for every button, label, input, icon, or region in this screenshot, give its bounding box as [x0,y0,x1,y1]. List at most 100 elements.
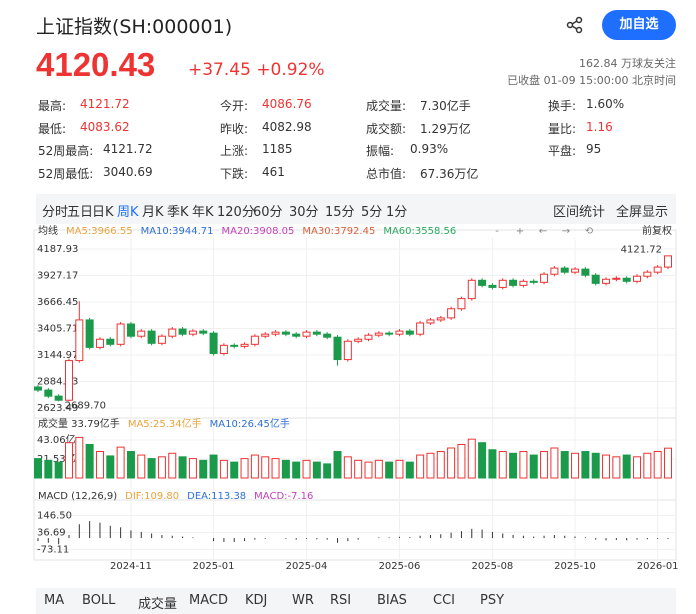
tool-button[interactable]: 全屏显示 [616,205,669,220]
stat-value: 4082.98 [262,119,312,134]
chart-control[interactable]: + [516,226,524,237]
stat-value: 4121.72 [103,142,153,156]
volume-bar [571,452,580,479]
candle-body [271,331,280,335]
chart-control[interactable]: ⟲ [585,226,594,237]
indicator-tab[interactable]: BIAS [377,593,407,608]
legend-entry: MACD (12,26,9) [38,491,117,502]
candle-body [416,322,425,335]
y-tick-label: 146.50 [37,511,72,522]
x-tick-label: 2025-08 [472,561,514,572]
stat-label: 52周最低: [38,166,94,181]
y-tick-label: 2623.49 [37,403,78,414]
x-tick-label: 2025-01 [193,561,235,572]
x-tick-label: 2025-06 [379,561,421,572]
legend-entry: 成交量 33.79亿手 [38,417,120,430]
indicator-tab[interactable]: MACD [189,593,228,608]
volume-bar [147,458,156,479]
stat-value: 1185 [262,142,293,156]
volume-bar [602,454,611,479]
indicator-tab[interactable]: RSI [330,593,352,608]
volume-bar [653,451,662,479]
indicator-tab[interactable]: MA [44,593,65,608]
candle-body [116,323,125,345]
period-tab[interactable]: 1分 [386,205,408,220]
share-icon[interactable] [566,16,584,34]
volume-bar [281,459,290,479]
indicator-tab[interactable]: CCI [433,593,455,608]
candle-body [343,340,352,361]
stat-value: 1.16 [586,119,613,134]
volume-bar [426,452,435,479]
volume-bar [230,461,239,479]
period-tab[interactable]: 季K [167,205,189,220]
chart-control[interactable]: - [495,226,499,237]
candle-body [540,273,549,283]
candle-body [498,279,507,288]
stat-label: 最高: [38,99,67,113]
y-tick-label: 3666.45 [37,297,78,308]
indicator-tab[interactable]: 成交量 [138,597,178,612]
indicator-tab[interactable]: KDJ [245,593,268,608]
add-watchlist-button[interactable]: 加自选 [602,10,676,40]
volume-bar [509,452,518,479]
candle-body [426,319,435,324]
period-tab[interactable]: 五日 [67,205,94,220]
volume-bar [560,451,569,479]
indicator-tab[interactable]: WR [292,593,314,608]
candle-body [312,331,321,335]
candle-body [571,268,580,273]
chart-control[interactable]: ← [539,226,547,237]
volume-bar [540,451,549,479]
tool-button[interactable]: 区间统计 [553,205,606,220]
volume-bar [240,458,249,479]
period-tab[interactable]: 周K [117,205,139,220]
stat-value: 4083.62 [80,119,130,134]
candle-body [405,330,414,335]
x-tick-label: 2025-04 [286,561,328,572]
change: +37.45 +0.92% [188,60,325,80]
volume-bar [478,442,487,479]
period-tab[interactable]: 年K [192,205,214,220]
stat-value: 7.30亿手 [420,99,471,113]
candle-body [44,389,53,397]
volume-bar [416,454,425,479]
volume-bar [323,463,332,479]
volume-bar [622,454,631,479]
price: 4120.43 [36,46,156,83]
indicator-tab[interactable]: BOLL [82,593,116,608]
volume-bar [34,458,42,479]
stat-value: 461 [262,164,285,179]
period-tab[interactable]: 月K [142,205,164,220]
volume-bar [116,446,125,479]
stat-value: 4086.76 [262,97,312,111]
stat-label: 52周最高: [38,144,94,158]
candle-body [106,338,115,345]
period-tab[interactable]: 120分 [217,205,255,220]
period-tabs: 分时 五日 日K 周K 月K 季K 年K 120分 60分 30分 15分 5分 1分 区间统计 全屏显示 [36,194,676,224]
candle-body [250,335,259,345]
volume-bar [250,454,259,479]
volume-bar [199,459,208,479]
period-tab[interactable]: 日K [92,205,114,220]
stat-label: 上涨: [220,144,249,158]
chart-control[interactable]: → [562,226,570,237]
candle-body [467,279,476,300]
period-tab[interactable]: 15分 [325,205,355,220]
candle-body [302,331,311,337]
followers: 162.84 万球友关注 [579,57,676,70]
period-tab[interactable]: 5分 [361,205,383,220]
volume-bar [385,461,394,479]
period-tab[interactable]: 分时 [42,205,69,220]
candle-body [333,336,342,361]
stat-label: 下跌: [220,166,249,181]
volume-bar [312,461,321,479]
indicator-tab[interactable]: PSY [480,593,505,608]
candle-body [157,335,166,344]
period-tab[interactable]: 30分 [289,205,319,220]
period-tab[interactable]: 60分 [253,205,283,220]
candle-body [199,330,208,334]
stat-label: 昨收: [220,121,249,136]
volume-bar [436,451,445,479]
